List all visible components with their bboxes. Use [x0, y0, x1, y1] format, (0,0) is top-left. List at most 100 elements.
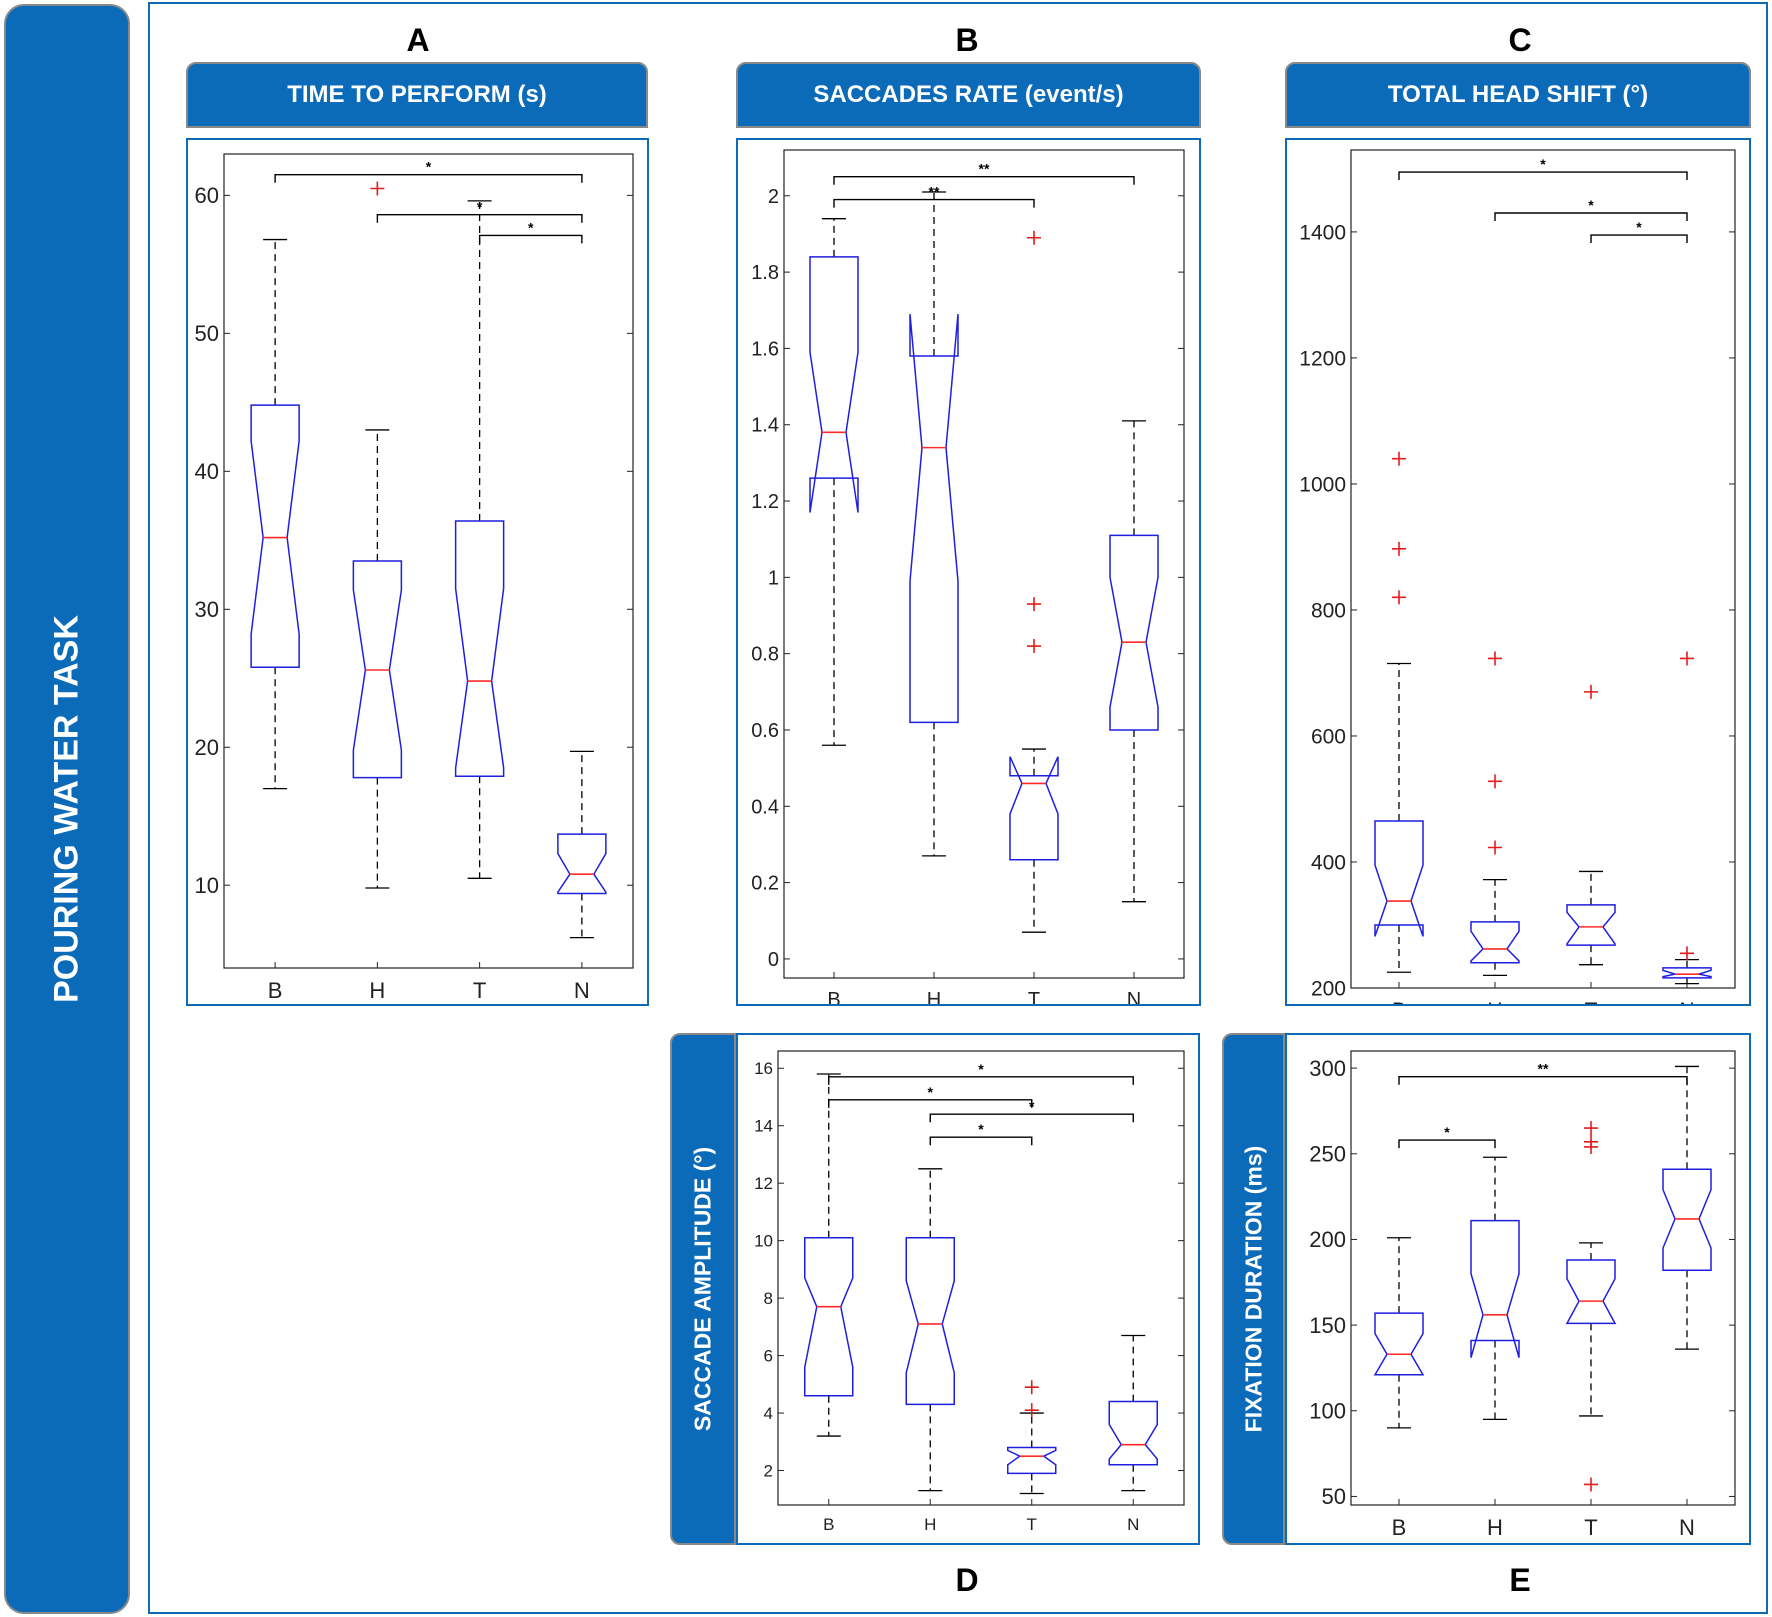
chart-c-axes-box	[1350, 149, 1736, 989]
chart-b-ytick-label: 2	[768, 186, 779, 208]
side-banner: POURING WATER TASK	[4, 4, 130, 1614]
chart-d-ytick-label: 14	[754, 1117, 773, 1136]
chart-b-ytick-label: 0.2	[751, 873, 779, 895]
chart-c-box	[1470, 921, 1520, 964]
chart-a-significance-bracket	[376, 214, 583, 223]
chart-d-significance-bracket	[828, 1076, 1134, 1085]
panel-letter-e: E	[1509, 1562, 1531, 1598]
chart-d-significance-label: *	[928, 1084, 934, 1100]
chart-e-outlier	[1584, 1477, 1598, 1492]
chart-d-outlier	[1024, 1380, 1039, 1395]
chart-d-box	[905, 1237, 955, 1406]
side-title: POURING WATER TASK	[47, 615, 86, 1003]
chart-b-box	[1109, 534, 1159, 731]
chart-c-significance-label: *	[1636, 219, 1642, 235]
chart-c-ytick-label: 1000	[1299, 473, 1346, 496]
chart-d-plot: 2 4 6 8 10 12 14 16 B H T N * * * *	[754, 1050, 1185, 1534]
chart-a-ytick-label: 40	[195, 459, 219, 484]
chart-c-outlier	[1584, 684, 1598, 699]
chart-d-xtick-label: H	[924, 1515, 936, 1534]
panel-e-title-tab: FIXATION DURATION (ms)	[1222, 1033, 1285, 1545]
chart-b-outlier	[1027, 597, 1041, 612]
chart-a-significance-label: *	[528, 219, 534, 235]
chart-b-ytick-label: 0	[768, 949, 779, 971]
chart-d-significance-label: *	[978, 1061, 984, 1077]
chart-a-ytick-label: 60	[195, 183, 219, 208]
panel-c-frame: 200 400 600 800 1000 1200 1400 B H T N * * *	[1285, 138, 1751, 1022]
chart-e-outlier	[1584, 1134, 1598, 1149]
chart-d-ytick-label: 10	[754, 1232, 773, 1251]
chart-d-ytick-label: 16	[754, 1059, 773, 1078]
chart-b-xtick-label: T	[1028, 989, 1040, 1004]
chart-b-axes-box	[783, 149, 1185, 979]
chart-b-ytick-label: 0.8	[751, 644, 779, 666]
chart-c-ytick-label: 800	[1311, 599, 1346, 622]
chart-e-ytick-label: 50	[1322, 1484, 1346, 1509]
chart-e-significance-label: **	[1538, 1061, 1549, 1077]
chart-b-significance-label: **	[979, 161, 990, 177]
chart-d-ytick-label: 6	[764, 1347, 773, 1366]
chart-c-plot: 200 400 600 800 1000 1200 1400 B H T N * * *	[1299, 149, 1736, 1022]
panel-d-title-tab: SACCADE AMPLITUDE (°)	[670, 1033, 736, 1545]
panel-letter-d: D	[955, 1562, 979, 1598]
panel-d-title: SACCADE AMPLITUDE (°)	[689, 1146, 716, 1432]
chart-b-significance-bracket	[833, 198, 1035, 208]
chart-a-box	[352, 560, 403, 779]
chart-a-box	[557, 833, 607, 895]
panel-letter-b: B	[955, 22, 979, 58]
chart-b-outlier	[1027, 639, 1041, 654]
chart-c-box	[1374, 820, 1424, 937]
chart-a-significance-label: *	[426, 159, 432, 175]
panel-a-frame: 10 20 30 40 50 60 B H T N * * *	[186, 138, 649, 1006]
chart-c-significance-bracket	[1398, 171, 1688, 181]
chart-e-box	[1565, 1259, 1617, 1325]
chart-d-significance-bracket	[929, 1113, 1134, 1123]
chart-a-ytick-label: 10	[195, 873, 219, 898]
chart-d-box	[1108, 1400, 1158, 1466]
chart-e-significance-bracket	[1398, 1139, 1496, 1149]
chart-c-ytick-label: 1200	[1299, 347, 1346, 370]
chart-c-xtick-label: B	[1392, 999, 1406, 1004]
chart-c-significance-bracket	[1590, 234, 1688, 244]
chart-e-box	[1373, 1312, 1425, 1376]
chart-c-outlier	[1392, 541, 1406, 556]
chart-b-outlier	[1027, 230, 1041, 245]
chart-a-xtick-label: B	[268, 978, 283, 1003]
chart-b-ytick-label: 1	[768, 567, 779, 589]
chart-a-plot: 10 20 30 40 50 60 B H T N * * *	[195, 153, 634, 1003]
chart-d-xtick-label: B	[823, 1515, 834, 1534]
chart-a-ytick-label: 30	[195, 597, 219, 622]
chart-a-significance-bracket	[478, 234, 583, 244]
chart-e-ytick-label: 100	[1309, 1398, 1346, 1423]
panel-a-title: TIME TO PERFORM (s)	[186, 62, 648, 128]
panel-c-title: TOTAL HEAD SHIFT (°)	[1285, 62, 1751, 128]
chart-e-box	[1470, 1219, 1520, 1358]
panel-letter-a: A	[406, 22, 430, 58]
chart-d-xtick-label: N	[1127, 1515, 1139, 1534]
figure-frame	[148, 2, 1768, 1614]
chart-e-ytick-label: 150	[1309, 1313, 1346, 1338]
chart-c-ytick-label: 400	[1311, 851, 1346, 874]
panel-b-frame: 0 0.2 0.4 0.6 0.8 1 1.2 1.4 1.6 1.8 2 B H T N ** **	[736, 138, 1201, 1011]
panel-b-title: SACCADES RATE (event/s)	[736, 62, 1201, 128]
chart-a-axes-box	[223, 153, 634, 969]
chart-e-ytick-label: 200	[1309, 1227, 1346, 1252]
chart-d-significance-bracket	[828, 1099, 1033, 1108]
chart-a-xtick-label: H	[369, 978, 385, 1003]
chart-e-ytick-label: 300	[1309, 1056, 1346, 1081]
chart-a-ytick-label: 50	[195, 321, 219, 346]
chart-e-significance-bracket	[1398, 1075, 1688, 1085]
chart-b-xtick-label: N	[1127, 989, 1141, 1004]
chart-a-significance-label: *	[477, 199, 483, 215]
chart-e-xtick-label: T	[1584, 1515, 1597, 1540]
chart-a-box	[250, 404, 300, 668]
chart-d-ytick-label: 8	[764, 1289, 773, 1308]
chart-e-ytick-label: 250	[1309, 1141, 1346, 1166]
panel-e-frame: 50 100 150 200 250 300 B H T N ** *	[1285, 1033, 1751, 1545]
chart-a-ytick-label: 20	[195, 735, 219, 760]
chart-c-ytick-label: 1400	[1299, 221, 1346, 244]
chart-b-ytick-label: 0.6	[751, 720, 779, 742]
chart-d-outlier	[1024, 1403, 1039, 1418]
chart-c-significance-label: *	[1540, 156, 1546, 172]
